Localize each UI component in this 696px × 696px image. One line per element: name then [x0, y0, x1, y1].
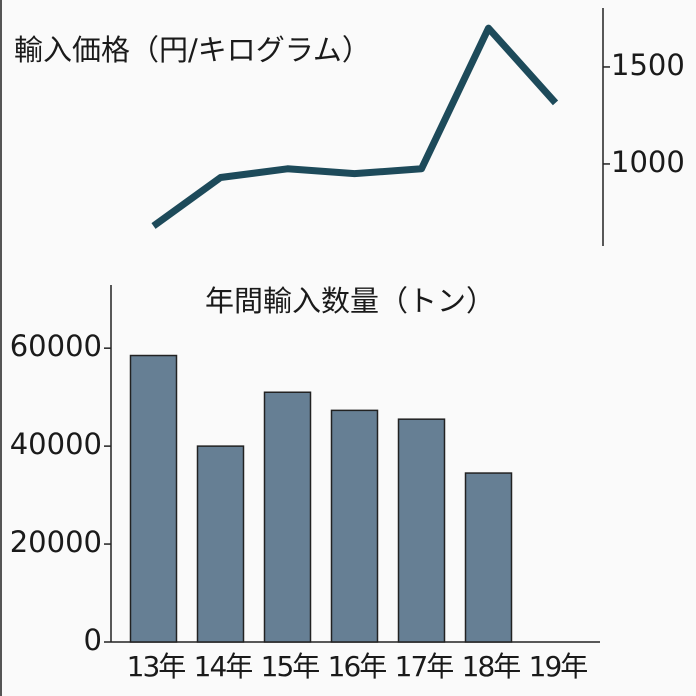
- y-tick-label: 40000: [10, 427, 102, 461]
- y2-tick-label: 1000: [611, 145, 685, 179]
- x-tick-label: 14年: [194, 650, 253, 683]
- volume-title: 年間輸入数量（トン）: [205, 284, 495, 318]
- x-tick-label: 19年: [529, 650, 588, 683]
- bar: [129, 354, 178, 643]
- x-tick-label: 17年: [395, 650, 454, 683]
- y2-tick-label: 1500: [611, 48, 685, 82]
- price-title: 輸入価格（円/キログラム）: [14, 33, 371, 67]
- bar: [196, 445, 245, 643]
- x-tick-label: 18年: [462, 650, 521, 683]
- bar: [263, 391, 312, 643]
- price-line: [151, 24, 559, 229]
- y-tick-label: 20000: [10, 525, 102, 559]
- x-tick-label: 15年: [261, 650, 320, 683]
- bar: [330, 409, 379, 643]
- y-tick-label: 60000: [10, 329, 102, 363]
- bar: [464, 472, 513, 643]
- x-tick-label: 13年: [127, 650, 186, 683]
- bar: [397, 418, 446, 643]
- y-tick-label: 0: [84, 623, 102, 657]
- x-tick-label: 16年: [328, 650, 387, 683]
